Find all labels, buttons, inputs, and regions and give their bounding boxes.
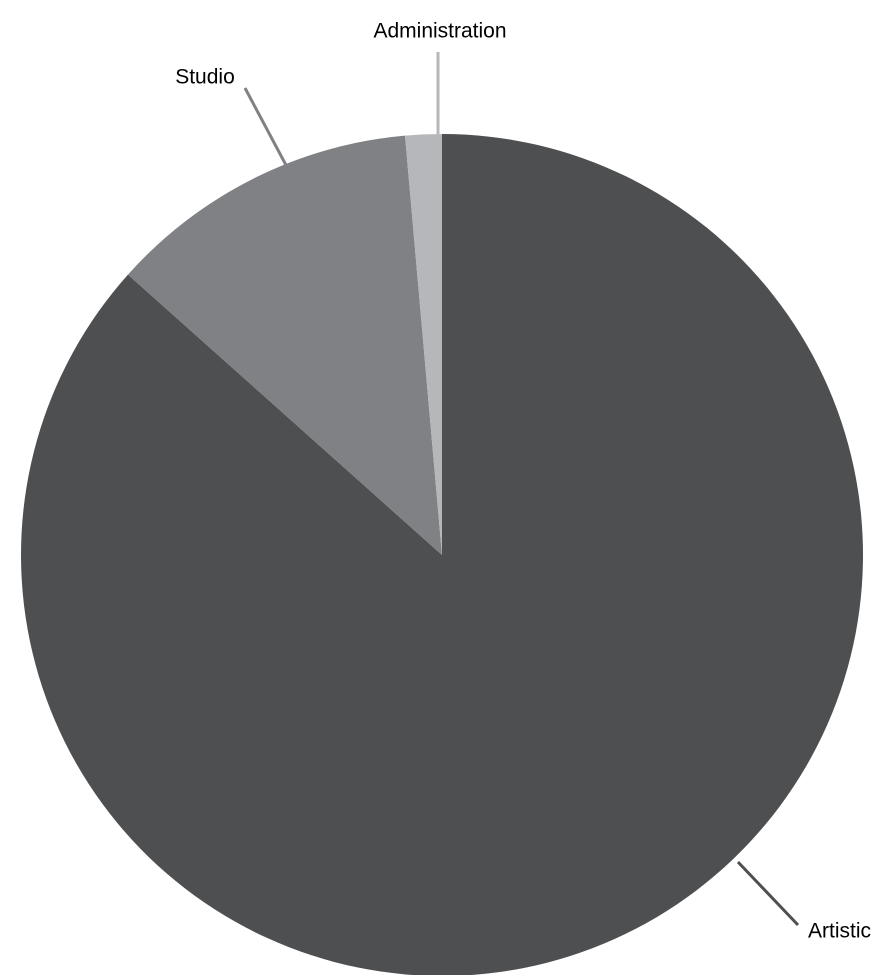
slice-label-studio: Studio xyxy=(175,66,235,89)
pie-slice-studio xyxy=(127,135,443,555)
leader-line-studio xyxy=(243,87,289,168)
slice-label-administration: Administration xyxy=(373,20,506,43)
slice-labels: Artistic Studio Administration xyxy=(175,20,871,943)
leader-lines xyxy=(243,52,800,927)
leader-line-artistic xyxy=(736,860,800,927)
slice-label-artistic: Artistic xyxy=(808,920,871,943)
pie-slices xyxy=(21,134,863,975)
pie-slice-administration xyxy=(405,134,442,555)
pie-slice-artistic xyxy=(21,134,863,975)
